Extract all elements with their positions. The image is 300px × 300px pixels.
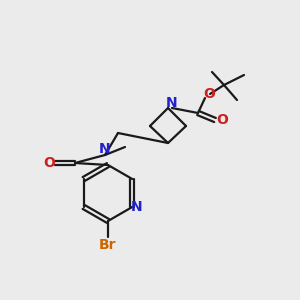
Text: N: N [99,142,111,156]
Text: N: N [166,96,178,110]
Text: Br: Br [99,238,117,252]
Text: O: O [216,113,228,127]
Text: O: O [203,87,215,101]
Text: O: O [43,156,55,170]
Text: N: N [130,200,142,214]
